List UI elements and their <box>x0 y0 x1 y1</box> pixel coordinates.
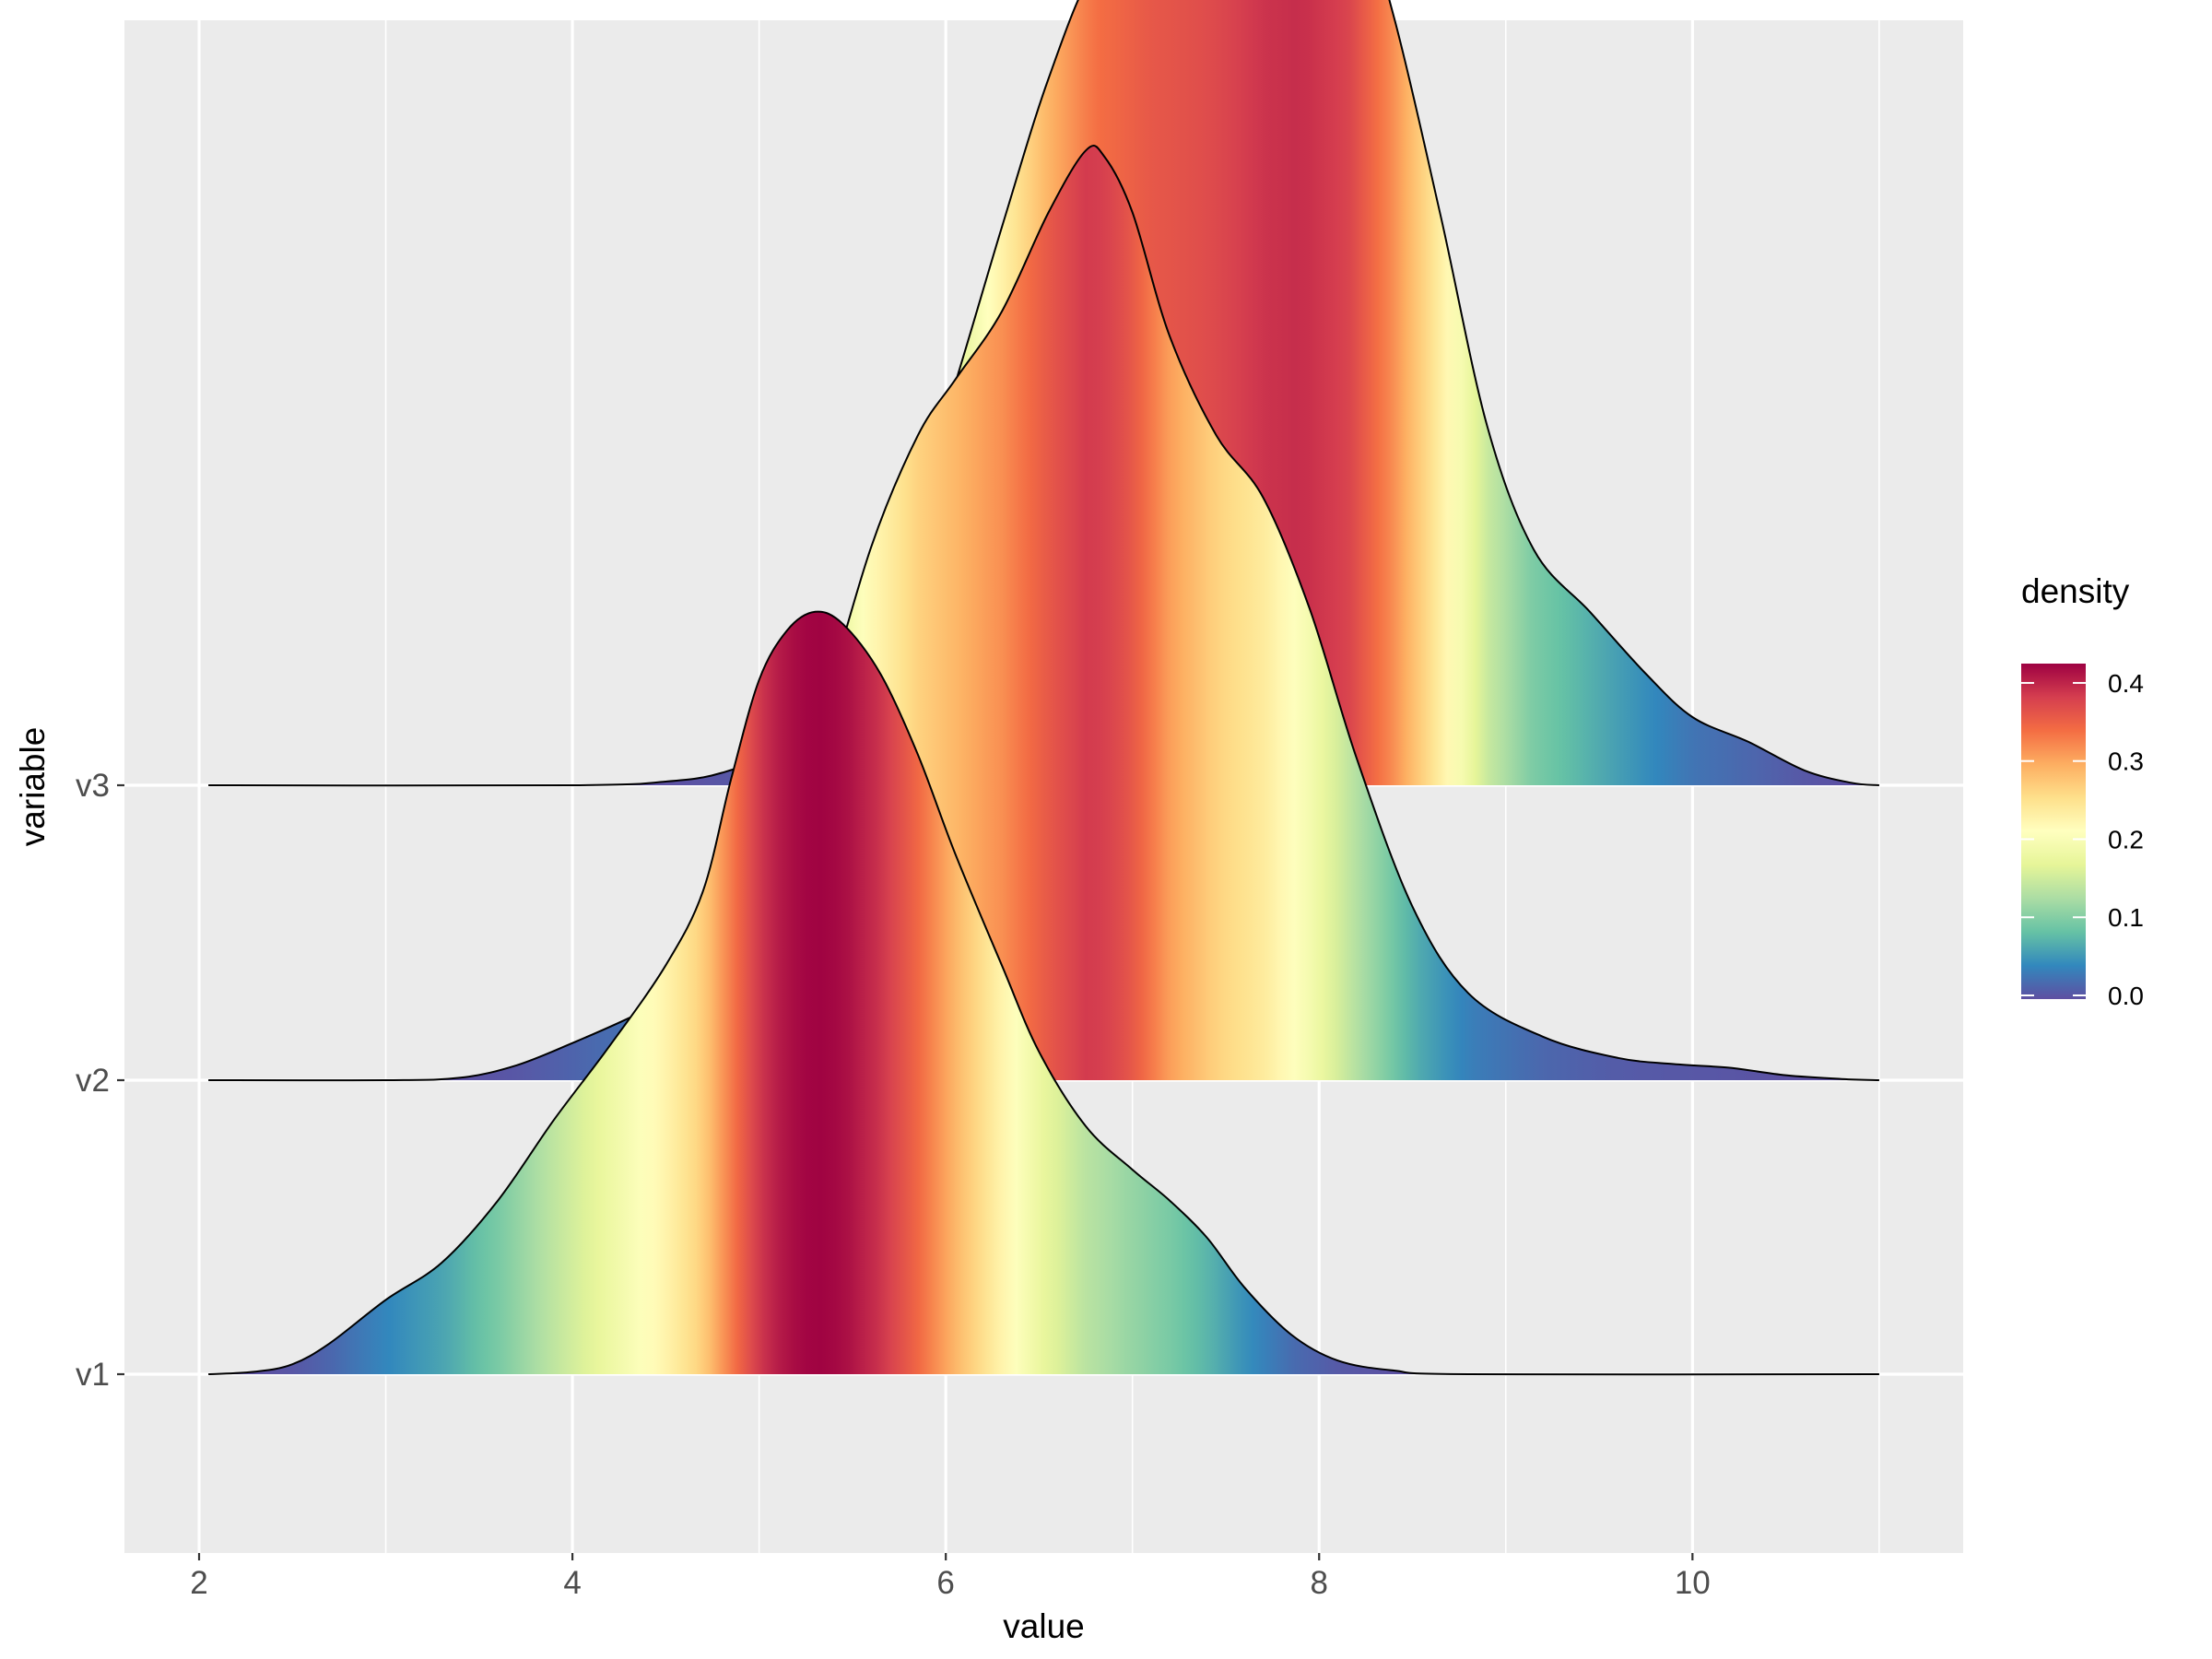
legend-title: density <box>2021 572 2130 610</box>
x-tick-label: 2 <box>190 1565 207 1601</box>
y-axis-title: variable <box>14 727 52 847</box>
x-tick-label: 4 <box>563 1565 581 1601</box>
ridge-fill-v1 <box>208 611 1879 1375</box>
x-tick-label: 10 <box>1675 1565 1711 1601</box>
x-tick-label: 8 <box>1311 1565 1328 1601</box>
density-ridges <box>208 0 1879 1376</box>
legend-tick-label: 0.4 <box>2108 669 2144 698</box>
x-tick-label: 6 <box>936 1565 954 1601</box>
legend-tick-label: 0.3 <box>2108 747 2144 776</box>
y-tick-label: v2 <box>76 1063 110 1099</box>
x-axis-title: value <box>1003 1607 1084 1645</box>
ridge-v1 <box>208 610 1879 1376</box>
y-tick-label: v3 <box>76 768 110 804</box>
y-axis: v1 v2 v3 <box>76 768 124 1393</box>
legend-colorbar: 0.0 0.1 0.2 0.3 0.4 <box>2021 664 2144 1010</box>
legend-tick-label: 0.2 <box>2108 825 2144 853</box>
legend-tick-label: 0.0 <box>2108 982 2144 1010</box>
density-legend: density 0.0 0.1 0.2 0.3 0.4 <box>2021 572 2144 1010</box>
legend-tick-label: 0.1 <box>2108 903 2144 932</box>
colorbar <box>2021 664 2086 999</box>
ridge-fill-v2 <box>208 146 1879 1081</box>
y-tick-label: v1 <box>76 1357 110 1393</box>
ridge-outline-v1 <box>208 610 1879 1376</box>
x-axis: 2 4 6 8 10 <box>190 1553 1711 1601</box>
